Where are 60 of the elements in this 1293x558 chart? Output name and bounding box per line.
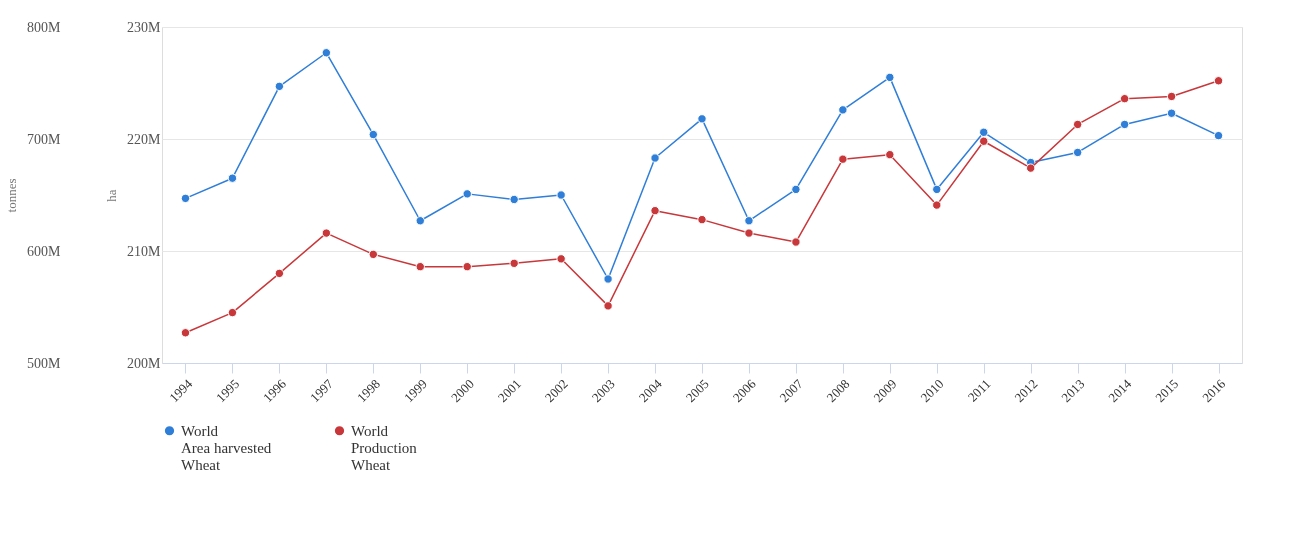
point	[932, 200, 942, 210]
point	[321, 48, 332, 58]
legend-label: World Area harvested Wheat	[181, 422, 272, 473]
x-tick-label: 1998	[354, 376, 383, 406]
point	[791, 237, 801, 247]
y3-axis-title: tonnes	[4, 178, 20, 213]
point	[274, 81, 285, 92]
y-tick-label: 200M	[127, 355, 162, 371]
point	[744, 228, 754, 238]
point	[321, 228, 332, 238]
y3-tick-label: 500M	[27, 355, 62, 371]
point	[838, 154, 848, 164]
y3-tick-label: 600M	[27, 243, 62, 259]
point	[1072, 119, 1083, 130]
point	[180, 328, 191, 338]
y-tick-label: 220M	[127, 131, 162, 147]
point	[227, 173, 238, 183]
point	[791, 184, 801, 195]
point	[650, 153, 660, 163]
point	[932, 184, 942, 195]
point	[227, 307, 238, 318]
point	[979, 136, 989, 146]
point	[1119, 94, 1130, 104]
y3-tick-label: 700M	[27, 131, 62, 147]
point	[885, 72, 895, 83]
point	[368, 249, 378, 260]
point	[697, 214, 707, 225]
point	[1026, 163, 1036, 173]
point	[744, 216, 754, 226]
point	[462, 262, 472, 272]
point	[697, 114, 707, 124]
y-tick-label: 210M	[127, 243, 162, 259]
x-tick-label: 2011	[964, 376, 994, 405]
point	[1213, 76, 1224, 86]
point	[1072, 147, 1083, 158]
point	[838, 105, 848, 115]
point	[979, 127, 989, 137]
point	[415, 262, 425, 272]
point	[1166, 108, 1177, 118]
point	[509, 258, 519, 268]
y3-tick-label: 800M	[27, 19, 62, 35]
point	[415, 216, 425, 226]
point	[885, 150, 895, 160]
legend-label: World Production Wheat	[351, 422, 418, 473]
point	[556, 190, 566, 200]
point	[1213, 130, 1224, 141]
point	[274, 268, 285, 279]
point	[509, 194, 519, 205]
x-tick-label: 1999	[400, 376, 430, 406]
point	[1166, 91, 1177, 102]
y-axis-title: ha	[104, 189, 120, 202]
point	[1119, 119, 1130, 130]
point	[650, 206, 660, 216]
point	[603, 274, 613, 284]
y-tick-label: 230M	[127, 19, 162, 35]
point	[462, 189, 472, 199]
point	[603, 301, 613, 311]
point	[368, 129, 378, 140]
point	[180, 193, 191, 204]
point	[556, 254, 566, 264]
